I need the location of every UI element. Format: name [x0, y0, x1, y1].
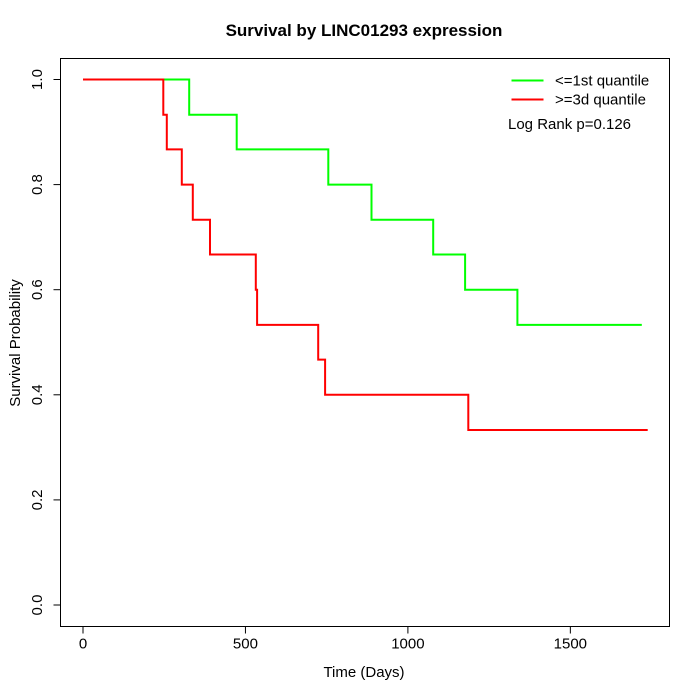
survival-curves	[83, 78, 648, 431]
y-tick-label: 0.8	[29, 174, 46, 195]
x-tick-label: 500	[233, 636, 258, 653]
y-axis: 0.0 0.2 0.4 0.6 0.8 1.0	[29, 69, 61, 615]
y-tick-label: 0.4	[29, 384, 46, 405]
x-tick-label: 1000	[391, 636, 424, 653]
x-axis: 0 500 1000 1500	[79, 626, 587, 653]
y-tick-label: 0.0	[29, 595, 46, 616]
y-tick-label: 0.2	[29, 489, 46, 510]
legend-label-third-quantile: >=3d quantile	[555, 92, 646, 109]
x-axis-title: Time (Days)	[323, 664, 404, 681]
chart-title: Survival by LINC01293 expression	[226, 21, 503, 40]
y-tick-label: 1.0	[29, 69, 46, 90]
legend-label-first-quantile: <=1st quantile	[555, 73, 649, 90]
x-tick-label: 1500	[554, 636, 587, 653]
x-tick-label: 0	[79, 636, 87, 653]
survival-curve-red	[83, 78, 648, 431]
plot-box	[60, 58, 670, 627]
survival-curve-green	[83, 78, 642, 326]
log-rank-annotation: Log Rank p=0.126	[508, 116, 631, 133]
y-tick-label: 0.6	[29, 279, 46, 300]
legend: <=1st quantile >=3d quantile Log Rank p=…	[508, 73, 649, 134]
y-axis-title: Survival Probability	[7, 279, 24, 407]
